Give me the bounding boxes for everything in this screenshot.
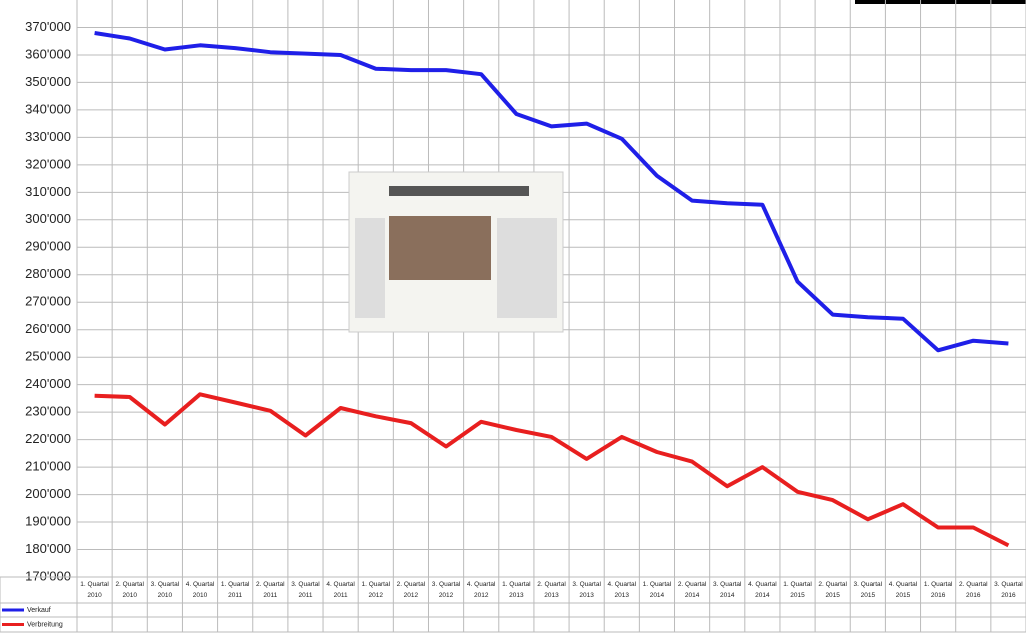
series-line [94,392,1010,548]
x-tick-label: 1. Quartal 2016 [924,581,953,599]
y-tick-label: 190'000 [25,513,71,528]
x-tick-label: 3. Quartal 2013 [572,581,601,599]
x-tick-label: 4. Quartal 2014 [748,581,777,599]
legend-label: Verkauf [27,607,51,614]
y-tick-label: 290'000 [25,239,71,254]
x-tick-label: 4. Quartal 2012 [467,581,496,599]
y-tick-label: 240'000 [25,376,71,391]
y-tick-label: 260'000 [25,321,71,336]
x-tick-label: 1. Quartal 2013 [502,581,531,599]
y-tick-label: 170'000 [25,568,71,583]
x-tick-label: 1. Quartal 2011 [221,581,250,599]
series-line [94,31,1009,353]
x-tick-label: 3. Quartal 2015 [854,581,883,599]
x-tick-label: 2. Quartal 2010 [115,581,144,599]
y-tick-label: 300'000 [25,211,71,226]
y-tick-label: 270'000 [25,294,71,309]
y-tick-label: 370'000 [25,19,71,34]
y-tick-label: 230'000 [25,404,71,419]
x-tick-label: 4. Quartal 2010 [186,581,215,599]
y-tick-label: 220'000 [25,431,71,446]
x-tick-label: 3. Quartal 2011 [291,581,320,599]
x-tick-label: 2. Quartal 2015 [818,581,847,599]
y-tick-label: 320'000 [25,156,71,171]
y-tick-label: 250'000 [25,349,71,364]
x-tick-label: 3. Quartal 2016 [994,581,1023,599]
y-tick-label: 340'000 [25,101,71,116]
x-tick-label: 4. Quartal 2011 [326,581,355,599]
top-bar [855,0,1026,4]
x-tick-label: 3. Quartal 2010 [151,581,180,599]
x-tick-label: 2. Quartal 2011 [256,581,285,599]
x-tick-label: 2. Quartal 2016 [959,581,988,599]
x-tick-label: 4. Quartal 2013 [608,581,637,599]
y-tick-label: 360'000 [25,46,71,61]
x-tick-label: 3. Quartal 2012 [432,581,461,599]
x-tick-label: 2. Quartal 2012 [397,581,426,599]
x-tick-label: 2. Quartal 2014 [678,581,707,599]
x-tick-label: 1. Quartal 2015 [783,581,812,599]
x-tick-label: 3. Quartal 2014 [713,581,742,599]
x-tick-label: 1. Quartal 2010 [80,581,109,599]
newspaper-image [348,171,564,333]
x-tick-label: 1. Quartal 2014 [643,581,672,599]
legend-label: Verbreitung [27,621,63,628]
x-tick-label: 1. Quartal 2012 [361,581,390,599]
y-tick-label: 200'000 [25,486,71,501]
y-tick-label: 330'000 [25,129,71,144]
y-tick-label: 280'000 [25,266,71,281]
x-tick-label: 4. Quartal 2015 [889,581,918,599]
y-tick-label: 350'000 [25,74,71,89]
x-tick-label: 2. Quartal 2013 [537,581,566,599]
y-tick-label: 210'000 [25,459,71,474]
y-tick-label: 180'000 [25,541,71,556]
y-tick-label: 310'000 [25,184,71,199]
